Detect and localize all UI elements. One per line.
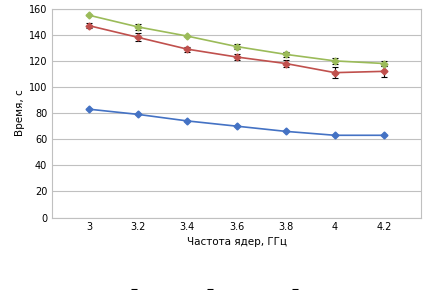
Legend: POV-Ray, Luxrender, Blender: POV-Ray, Luxrender, Blender (119, 285, 354, 290)
X-axis label: Частота ядер, ГГц: Частота ядер, ГГц (187, 237, 286, 246)
Y-axis label: Время, с: Время, с (15, 90, 25, 137)
